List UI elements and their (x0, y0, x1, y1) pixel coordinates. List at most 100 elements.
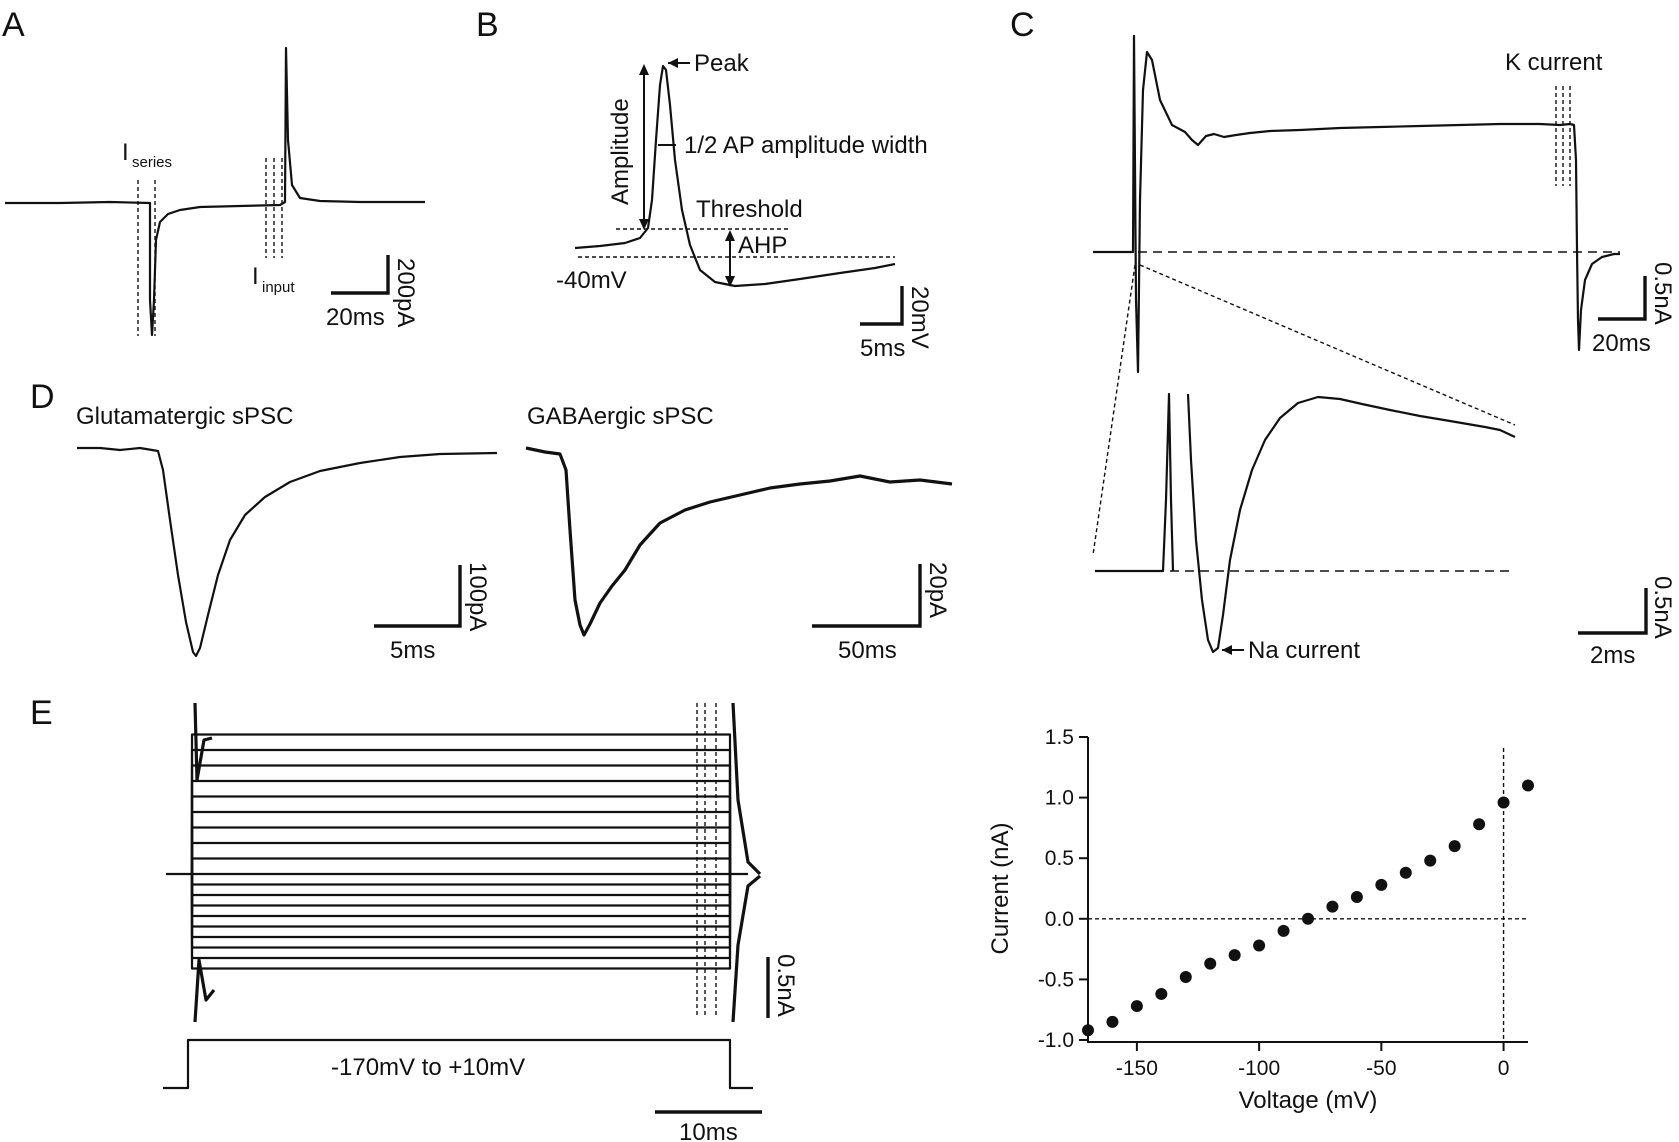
panel-d-glut-scale-y: 100pA (464, 562, 491, 631)
panel-c-bottom-scale-y: 0.5nA (1649, 576, 1676, 639)
iv-x-axis-label: Voltage (mV) (1239, 1087, 1378, 1114)
panel-c-top-scale-bar (1598, 276, 1647, 321)
panel-a-iseries-sub: series (132, 154, 172, 171)
iv-data-point (1326, 900, 1339, 913)
panel-a-iinput-sub: input (262, 279, 295, 296)
iv-data-point (1106, 1015, 1119, 1028)
iv-chart: 1.5 1.0 0.5 0.0 -0.5 -1.0 -150 -100 -50 0 Voltag… (987, 726, 1534, 1114)
panel-c-zoom-line-right (1139, 264, 1516, 426)
panel-c-letter: C (1010, 6, 1035, 44)
iv-x-tick-label: -50 (1366, 1057, 1396, 1080)
panel-d-gaba-scale-x: 50ms (838, 637, 897, 664)
panel-e-step-trace-down (190, 874, 732, 907)
panel-a-scale-y: 200pA (392, 258, 419, 327)
panel-e-step-trace-up (190, 857, 732, 874)
iv-data-point (1130, 1000, 1143, 1013)
panel-e-scale-x: 10ms (679, 1119, 738, 1142)
panel-e-offset-transient (731, 702, 762, 1023)
panel-d-glut-trace (77, 446, 498, 658)
iv-data-point (1424, 854, 1437, 867)
panel-a: A I series I input 20ms 200pA (2, 6, 425, 337)
panel-a-scale-bar (331, 255, 390, 295)
panel-a-iinput-label: I (252, 263, 259, 290)
panel-d-gaba-scale-bar (812, 564, 922, 628)
panel-d-letter: D (30, 378, 55, 416)
panel-e: E 0.5nA -170mV to +10mV 10ms (30, 694, 799, 1142)
iv-y-tick-label: -1.0 (1038, 1029, 1074, 1052)
iv-data-point (1350, 890, 1363, 903)
panel-d-gaba-title: GABAergic sPSC (527, 403, 714, 430)
panel-b-amplitude-label: Amplitude (607, 98, 634, 205)
iv-data-point (1082, 1024, 1094, 1037)
iv-y-tick-label: -0.5 (1038, 968, 1074, 991)
panel-c-na-arrowhead (1222, 645, 1232, 655)
iv-y-ticks: 1.5 1.0 0.5 0.0 -0.5 -1.0 (1038, 726, 1088, 1052)
iv-data-point (1204, 957, 1217, 970)
panel-b-baseline-label: -40mV (556, 267, 627, 294)
iv-data-point (1155, 987, 1168, 1000)
panel-a-trace (5, 46, 425, 337)
panel-e-protocol-label: -170mV to +10mV (331, 1054, 525, 1081)
panel-e-onset-transient (193, 702, 216, 1023)
panel-e-step-trace-up (190, 733, 732, 874)
iv-data-point (1375, 878, 1388, 891)
iv-y-tick-label: 1.5 (1045, 726, 1074, 749)
panel-c-bottom-scale-x: 2ms (1590, 642, 1635, 669)
iv-x-ticks: -150 -100 -50 0 (1116, 1042, 1510, 1080)
panel-b-peak-label: Peak (694, 50, 750, 77)
iv-y-tick-label: 1.0 (1045, 787, 1074, 810)
iv-data-point (1253, 939, 1266, 952)
panel-e-step-trace-up (190, 795, 732, 874)
iv-data-point (1399, 866, 1412, 879)
panel-c-top-scale-x: 20ms (1592, 330, 1651, 357)
iv-x-tick-label: 0 (1498, 1057, 1510, 1080)
panel-d-glut-scale-x: 5ms (390, 637, 435, 664)
panel-b-halfwidth-label: 1/2 AP amplitude width (684, 132, 928, 159)
panel-b-scale-x: 5ms (860, 335, 905, 362)
panel-d-glut-title: Glutamatergic sPSC (76, 403, 293, 430)
panel-b-scale-y: 20mV (906, 286, 933, 349)
panel-d-gaba-trace (525, 446, 953, 637)
panel-b: B Peak Amplitude 1/2 AP amplitude width … (476, 6, 933, 362)
panel-b-ahp-label: AHP (738, 232, 787, 259)
iv-data-point (1448, 840, 1461, 853)
iv-data-point (1522, 779, 1534, 792)
iv-y-tick-label: 0.5 (1045, 847, 1074, 870)
iv-data-point (1228, 949, 1241, 962)
panel-c-k-current-trace (1093, 34, 1620, 374)
panel-a-scale-x: 20ms (326, 304, 385, 331)
panel-c: C K current 20ms 0.5nA Na current 2ms 0.… (1010, 6, 1676, 669)
iv-data-point (1277, 924, 1290, 937)
panel-c-k-current-label: K current (1505, 49, 1603, 76)
panel-b-peak-arrowhead (668, 58, 678, 68)
panel-d: D Glutamatergic sPSC GABAergic sPSC 5ms … (30, 378, 953, 664)
panel-d-gaba-scale-y: 20pA (924, 562, 951, 618)
panel-e-scale-y: 0.5nA (772, 954, 799, 1017)
iv-data-point (1497, 796, 1510, 809)
panel-e-step-trace-down (190, 874, 732, 886)
panel-c-top-scale-y: 0.5nA (1649, 262, 1676, 325)
iv-data-points (1082, 779, 1534, 1037)
panel-d-glut-scale-bar (374, 565, 462, 628)
panel-b-scale-bar (860, 286, 904, 326)
iv-data-point (1179, 970, 1192, 983)
panel-c-bottom-scale-bar (1578, 588, 1648, 635)
iv-x-tick-label: -100 (1238, 1057, 1280, 1080)
panel-c-zoom-line-left (1092, 257, 1137, 556)
panel-c-na-current-trace (1095, 392, 1516, 654)
panel-e-step-trace-up (190, 826, 732, 874)
panel-e-current-family (166, 702, 762, 1023)
panel-e-letter: E (30, 694, 53, 732)
panel-b-threshold-label: Threshold (696, 196, 803, 223)
iv-data-point (1302, 912, 1314, 925)
panel-e-voltage-protocol (163, 1038, 753, 1090)
iv-y-tick-label: 0.0 (1045, 908, 1074, 931)
iv-data-point (1473, 818, 1486, 831)
panel-e-step-trace-down (190, 874, 732, 928)
panel-b-ap-trace (574, 64, 896, 288)
panel-e-step-trace-down (190, 874, 732, 970)
iv-y-axis-label: Current (nA) (987, 822, 1014, 954)
panel-a-iseries-label: I (122, 139, 129, 166)
panel-c-na-current-label: Na current (1248, 637, 1360, 664)
